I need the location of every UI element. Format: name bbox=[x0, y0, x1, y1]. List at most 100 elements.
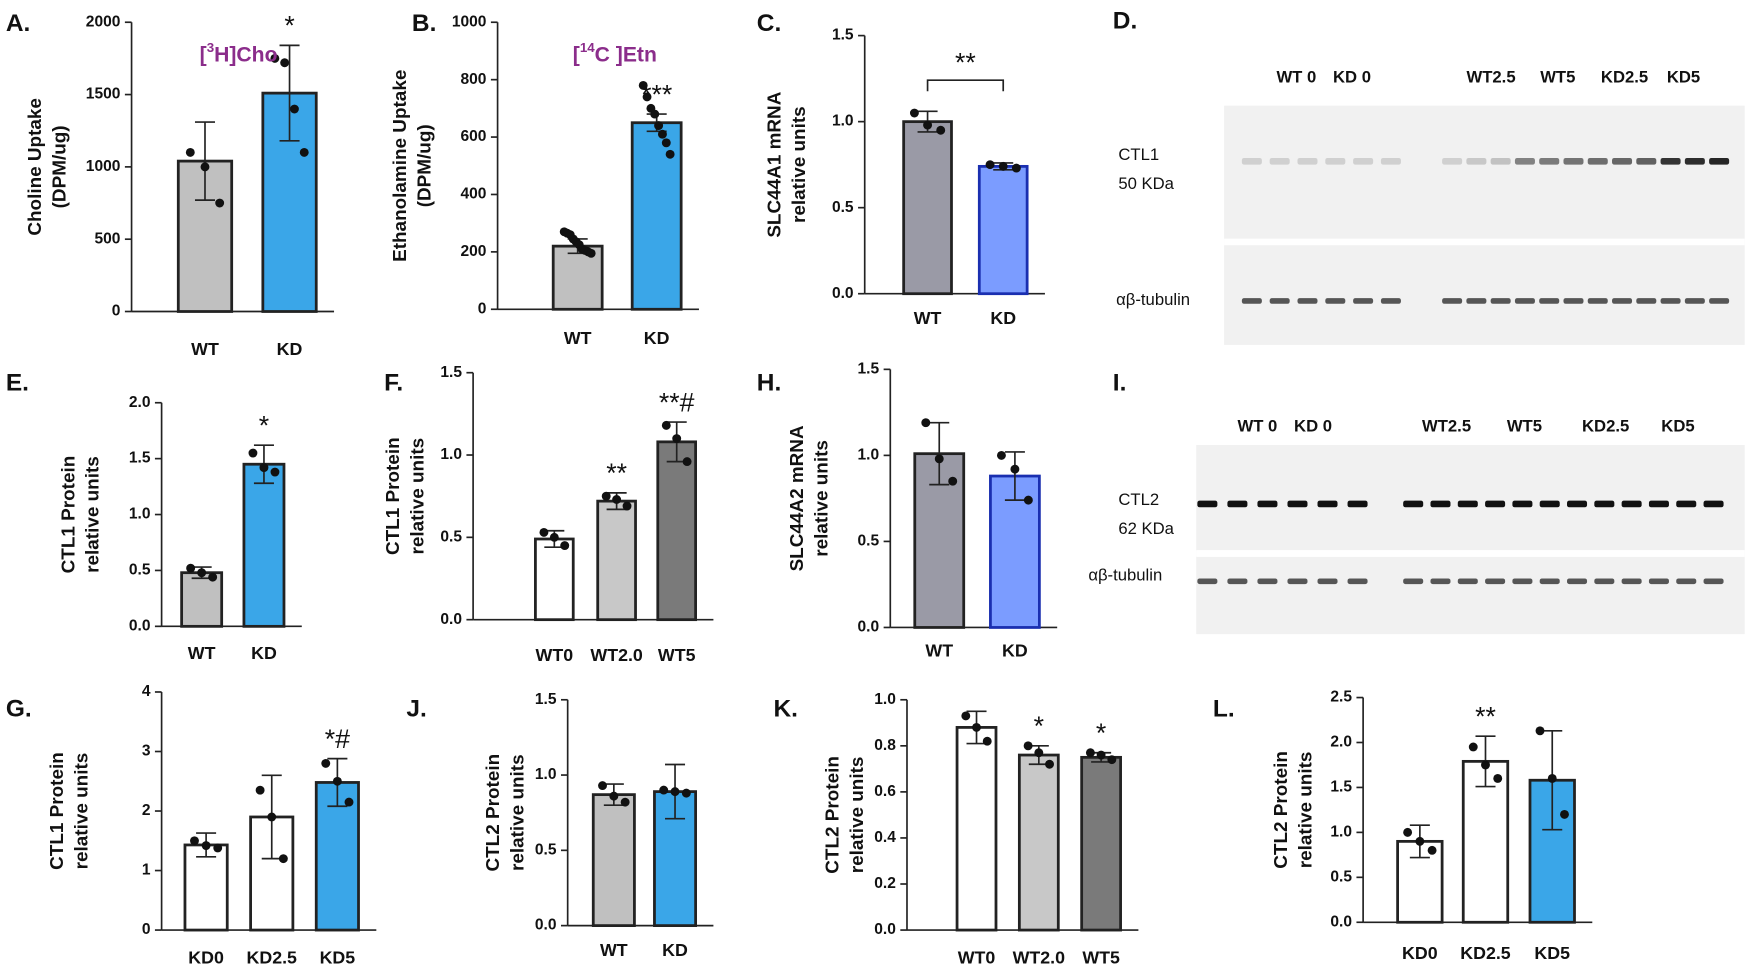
y-axis-label: SLC44A1 mRNA relative units bbox=[765, 91, 810, 237]
band bbox=[1241, 157, 1262, 165]
band bbox=[1563, 157, 1584, 165]
band bbox=[1287, 500, 1308, 508]
x-tick-label: KD bbox=[644, 328, 670, 348]
y-axis-label-line: (DPM/ug) bbox=[414, 124, 435, 207]
band bbox=[1347, 578, 1368, 585]
y-axis-label: CTL2 Protein relative units bbox=[823, 756, 868, 874]
bar bbox=[1080, 755, 1122, 932]
data-point bbox=[259, 463, 269, 473]
data-point bbox=[681, 788, 691, 798]
y-tick-label: 1 bbox=[142, 862, 151, 879]
data-point bbox=[1468, 742, 1478, 752]
y-tick-label: 1.0 bbox=[1330, 823, 1352, 840]
data-point bbox=[200, 162, 210, 172]
panel-title: C. bbox=[757, 10, 781, 37]
band bbox=[1353, 157, 1374, 165]
y-tick-label: 0.0 bbox=[858, 619, 880, 636]
band bbox=[1594, 500, 1615, 508]
band bbox=[1587, 157, 1608, 165]
data-point bbox=[601, 491, 611, 501]
panel-title: J. bbox=[406, 695, 426, 722]
y-tick-label: 1.5 bbox=[129, 450, 151, 467]
y-axis-label-line: CTL2 Protein bbox=[823, 756, 844, 874]
panel-title: G. bbox=[6, 695, 32, 722]
y-axis-label: Choline Uptake (DPM/ug) bbox=[25, 98, 70, 236]
y-axis-label-line: CTL1 Protein bbox=[383, 437, 404, 555]
y-tick-label: 400 bbox=[460, 186, 486, 203]
x-tick-label: WT5 bbox=[658, 645, 696, 665]
y-tick-label: 0.5 bbox=[535, 841, 557, 858]
bracket bbox=[926, 79, 1005, 92]
data-point bbox=[1493, 773, 1503, 783]
y-tick-label: 800 bbox=[460, 71, 486, 88]
band bbox=[1353, 298, 1374, 304]
band bbox=[1257, 578, 1278, 585]
tracer-label: [3H]Cho bbox=[200, 39, 278, 66]
x-tick-label: WT2.0 bbox=[1013, 948, 1066, 968]
data-point bbox=[255, 785, 265, 795]
y-tick-label: 1000 bbox=[452, 13, 487, 30]
data-point bbox=[278, 854, 288, 864]
band bbox=[1457, 578, 1478, 585]
band bbox=[1539, 500, 1560, 508]
bar bbox=[249, 815, 295, 932]
significance: ** bbox=[1475, 701, 1496, 731]
lane-label: KD5 bbox=[1661, 417, 1694, 436]
bar bbox=[1017, 753, 1060, 932]
y-tick-label: 1.0 bbox=[440, 446, 462, 463]
bar bbox=[653, 790, 698, 928]
data-point bbox=[598, 781, 607, 791]
band bbox=[1287, 578, 1308, 585]
x-tick-label: WT bbox=[925, 641, 953, 661]
band bbox=[1703, 578, 1724, 585]
x-tick-label: WT0 bbox=[536, 645, 574, 665]
data-point bbox=[622, 501, 632, 511]
band bbox=[1442, 157, 1463, 165]
data-point bbox=[1481, 760, 1490, 770]
data-point bbox=[672, 434, 682, 444]
band bbox=[1490, 298, 1511, 304]
band bbox=[1539, 298, 1560, 304]
data-point bbox=[612, 495, 622, 504]
data-point bbox=[661, 420, 671, 430]
data-point bbox=[201, 841, 211, 850]
y-tick-label: 2 bbox=[142, 802, 151, 819]
data-point bbox=[208, 572, 218, 582]
data-point bbox=[609, 791, 619, 801]
y-tick-label: 0.0 bbox=[832, 285, 854, 302]
y-axis-label-line: Choline Uptake bbox=[25, 98, 46, 236]
data-point bbox=[190, 836, 199, 846]
y-tick-label: 1500 bbox=[86, 86, 121, 103]
panel-title: B. bbox=[412, 10, 436, 37]
panel-title: F. bbox=[384, 369, 403, 396]
band bbox=[1636, 157, 1657, 165]
y-tick-label: 0.0 bbox=[1330, 913, 1352, 930]
y-axis-label-line: SLC44A2 mRNA bbox=[787, 425, 808, 571]
y-axis-label: CTL1 Protein relative units bbox=[58, 456, 103, 574]
band bbox=[1514, 157, 1535, 165]
lane-label: WT2.5 bbox=[1422, 417, 1471, 436]
band bbox=[1227, 578, 1248, 585]
bar bbox=[183, 843, 229, 932]
y-axis-label: CTL1 Protein relative units bbox=[383, 437, 428, 555]
data-point bbox=[1535, 726, 1545, 736]
band bbox=[1466, 157, 1487, 165]
y-tick-label: 3 bbox=[142, 743, 151, 760]
band bbox=[1197, 578, 1218, 585]
band bbox=[1514, 298, 1535, 304]
data-point bbox=[961, 711, 971, 721]
x-tick-label: KD bbox=[990, 308, 1016, 328]
protein-label: CTL1 bbox=[1118, 145, 1159, 164]
data-point bbox=[1023, 495, 1033, 505]
band bbox=[1485, 500, 1506, 508]
data-point bbox=[682, 457, 692, 467]
tracer-label-part: [ bbox=[573, 43, 580, 66]
data-point bbox=[1560, 809, 1569, 819]
data-point bbox=[270, 53, 280, 63]
y-axis-label: SLC44A2 mRNA relative units bbox=[787, 425, 832, 571]
y-axis-label: Ethanolamine Uptake (DPM/ug) bbox=[390, 70, 435, 262]
data-point bbox=[560, 541, 570, 551]
x-tick-label: KD5 bbox=[1534, 943, 1570, 963]
band bbox=[1612, 157, 1633, 165]
y-axis-label-line: relative units bbox=[1295, 752, 1316, 869]
